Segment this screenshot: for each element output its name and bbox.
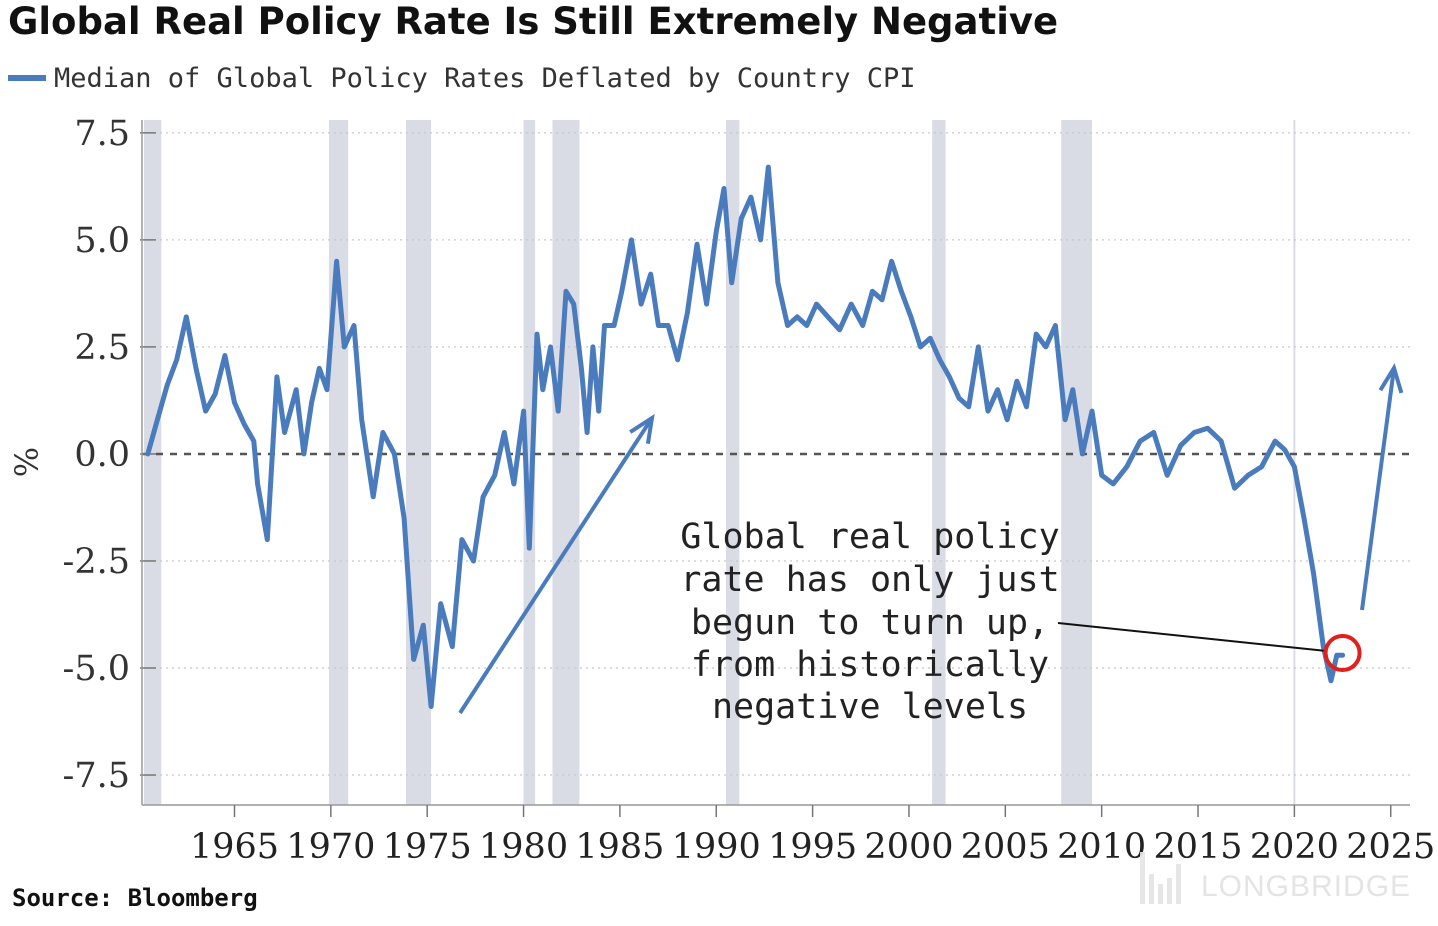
recession-band-4 xyxy=(552,120,580,805)
x-tick-label: 2015 xyxy=(1153,827,1242,867)
annotation-text-line: Global real policy xyxy=(680,517,1059,557)
legend: Median of Global Policy Rates Deflated b… xyxy=(8,58,916,98)
recession-band-3 xyxy=(523,120,536,805)
y-tick-label: 0.0 xyxy=(74,435,130,475)
y-axis-label: % xyxy=(8,447,46,477)
recession-band-6 xyxy=(932,120,946,805)
trend-arrow-up-1975-shaft xyxy=(458,416,654,715)
y-axis-ticks: 7.5 5.0 2.5 0.0 -2.5 -5.0 -7.5 xyxy=(63,114,1410,806)
legend-swatch xyxy=(8,75,46,81)
x-tick-label: 1975 xyxy=(383,827,472,867)
x-tick-label: 2000 xyxy=(864,827,953,867)
annotation-text-line: rate has only just xyxy=(680,560,1059,600)
x-tick-label: 2010 xyxy=(1057,827,1146,867)
source-note: Source: Bloomberg xyxy=(12,884,258,912)
x-tick-label: 1970 xyxy=(286,827,375,867)
x-tick-label: 1985 xyxy=(575,827,664,867)
recession-band-2 xyxy=(406,120,432,805)
x-tick-label: 1990 xyxy=(672,827,761,867)
series-line-median-real-policy-rate xyxy=(145,164,1346,709)
trend-arrow-up-2022-head xyxy=(1378,363,1404,394)
annotation-text-line: from historically xyxy=(691,645,1049,685)
chart-title: Global Real Policy Rate Is Still Extreme… xyxy=(8,0,1059,43)
x-axis-ticks: 1965 1970 1975 1980 1985 1990 1995 2000 2005 2010… xyxy=(190,805,1435,867)
y-tick-label: 2.5 xyxy=(74,328,130,368)
watermark: LONGBRIDGE xyxy=(1140,850,1411,904)
watermark-logo-icon xyxy=(1140,850,1181,904)
y-tick-label: 7.5 xyxy=(74,114,130,154)
y-tick-label: -5.0 xyxy=(63,649,131,689)
x-tick-label: 2020 xyxy=(1250,827,1339,867)
legend-label: Median of Global Policy Rates Deflated b… xyxy=(54,62,916,94)
recession-band-7 xyxy=(1061,120,1093,805)
y-tick-label: -2.5 xyxy=(63,542,131,582)
recession-band-0 xyxy=(143,120,162,805)
x-tick-label: 1995 xyxy=(768,827,857,867)
recession-band-1 xyxy=(328,120,349,805)
x-tick-label: 2005 xyxy=(961,827,1050,867)
x-tick-label: 2025 xyxy=(1346,827,1435,867)
y-tick-label: 5.0 xyxy=(74,221,130,261)
y-tick-label: -7.5 xyxy=(63,756,131,796)
annotation-connector-line xyxy=(1057,622,1327,653)
recession-band-5 xyxy=(725,120,740,805)
x-tick-label: 1980 xyxy=(479,827,568,867)
series-group xyxy=(145,164,1346,709)
annotation-text-line: begun to turn up, xyxy=(691,603,1049,643)
trend-arrow-up-1975-head xyxy=(629,413,655,444)
watermark-text: LONGBRIDGE xyxy=(1201,870,1412,903)
highlight-circle xyxy=(1323,634,1362,673)
trend-arrow-up-2022-shaft xyxy=(1360,367,1396,611)
annotation-text-line: negative levels xyxy=(712,687,1028,727)
x-tick-label: 1965 xyxy=(190,827,279,867)
